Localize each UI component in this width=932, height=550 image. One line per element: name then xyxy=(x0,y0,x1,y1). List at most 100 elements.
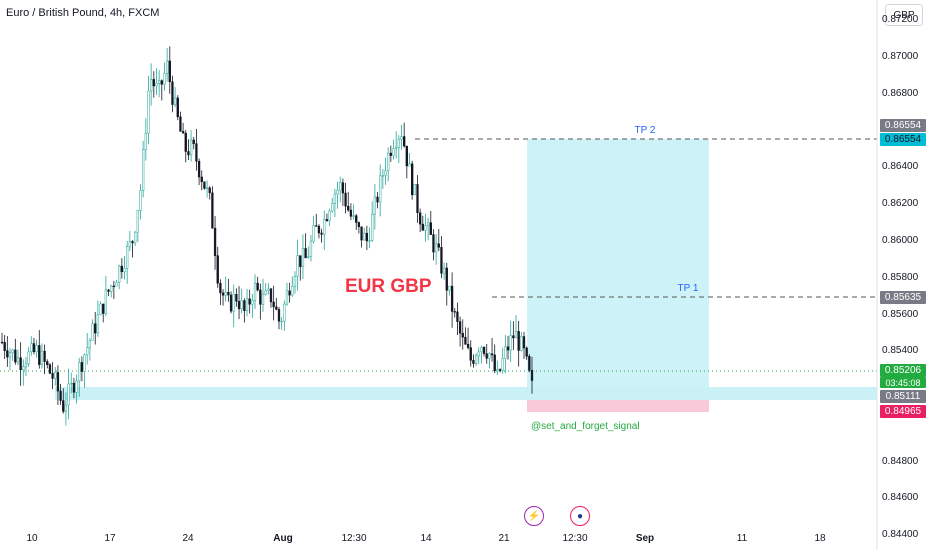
time-tick-label: 24 xyxy=(182,533,194,544)
candle-body xyxy=(78,362,81,382)
candle-body xyxy=(336,189,339,195)
candle-body xyxy=(301,248,305,267)
candle-body xyxy=(181,131,185,134)
candle-body xyxy=(32,343,36,353)
candle-body xyxy=(11,349,14,353)
candle-body xyxy=(213,227,217,256)
candle-body xyxy=(517,331,520,351)
price-tick-label: 0.84400 xyxy=(882,529,919,541)
candle-body xyxy=(341,182,345,194)
candle-body xyxy=(317,225,321,234)
time-tick-label: Aug xyxy=(273,533,293,544)
candle-body xyxy=(35,345,38,353)
candle-body xyxy=(157,80,161,84)
candle-body xyxy=(261,293,265,305)
candle-body xyxy=(522,336,526,349)
candle-body xyxy=(373,196,377,215)
candle-body xyxy=(365,232,369,242)
candle-body xyxy=(514,331,518,339)
candle-body xyxy=(88,339,92,348)
candle-body xyxy=(139,190,142,211)
candle-body xyxy=(379,175,382,203)
candle-body xyxy=(75,380,78,393)
candle-body xyxy=(466,343,470,348)
candle-body xyxy=(528,356,531,371)
calendar-event-icon[interactable]: ● xyxy=(570,506,590,526)
candle-body xyxy=(429,222,432,235)
candle-body xyxy=(355,215,358,223)
stop-price-tag: 0.84965 xyxy=(880,405,926,418)
candle-body xyxy=(219,282,222,294)
candle-body xyxy=(320,232,323,235)
candle-body xyxy=(179,116,182,132)
candle-body xyxy=(530,369,534,381)
candle-body xyxy=(482,347,486,354)
candle-body xyxy=(339,182,342,191)
time-tick-label: 18 xyxy=(814,533,826,544)
candle-body xyxy=(299,255,302,267)
candle-body xyxy=(403,136,406,147)
candle-body xyxy=(229,294,233,312)
candle-body xyxy=(131,241,134,244)
candle-body xyxy=(333,193,337,204)
candle-body xyxy=(474,355,478,364)
currency-button[interactable]: GBP xyxy=(885,4,923,26)
candle-body xyxy=(323,219,326,235)
candle-body xyxy=(400,136,403,140)
candle-body xyxy=(283,303,286,322)
price-tick-label: 0.86000 xyxy=(882,234,919,246)
tp1-label: TP 1 xyxy=(677,283,699,294)
time-tick-label: 12:30 xyxy=(341,533,367,544)
watermark-handle: @set_and_forget_signal xyxy=(531,421,640,432)
candle-body xyxy=(149,79,153,92)
price-tick-label: 0.85400 xyxy=(882,345,919,357)
candle-body xyxy=(285,290,289,305)
candle-body xyxy=(331,203,334,212)
candle-body xyxy=(232,294,235,312)
candle-body xyxy=(363,232,366,241)
price-tick-label: 0.85600 xyxy=(882,308,919,320)
candle-body xyxy=(504,346,507,359)
candle-body xyxy=(102,303,105,314)
candle-body xyxy=(24,363,28,368)
candle-body xyxy=(40,350,44,365)
candle-body xyxy=(192,139,195,144)
candle-body xyxy=(267,288,270,291)
candle-body xyxy=(48,364,52,374)
candle-body xyxy=(296,255,299,277)
candle-body xyxy=(168,60,171,83)
candles-group xyxy=(0,46,534,426)
candle-body xyxy=(512,335,515,339)
candle-body xyxy=(461,332,464,338)
candle-body xyxy=(248,298,251,305)
candle-body xyxy=(477,351,480,357)
candle-body xyxy=(184,132,187,152)
candle-body xyxy=(94,323,97,334)
candle-body xyxy=(381,175,385,177)
price-tick-label: 0.87000 xyxy=(882,51,919,63)
price-tick-label: 0.86200 xyxy=(882,198,919,210)
candle-body xyxy=(176,97,179,118)
candle-body xyxy=(272,301,275,308)
candle-body xyxy=(432,234,435,253)
candle-body xyxy=(195,143,198,162)
price-tick-label: 0.84600 xyxy=(882,492,919,504)
candle-body xyxy=(304,248,307,259)
candle-body xyxy=(142,149,145,191)
candle-body xyxy=(498,369,502,371)
candle-body xyxy=(187,151,190,156)
candle-body xyxy=(307,256,310,259)
candle-body xyxy=(27,351,30,365)
lightning-icon[interactable]: ⚡ xyxy=(524,506,544,526)
stop-zone xyxy=(527,400,709,412)
candle-body xyxy=(19,357,22,371)
candle-body xyxy=(442,267,446,274)
candle-body xyxy=(240,300,243,310)
candle-body xyxy=(224,291,227,296)
candle-body xyxy=(14,349,17,363)
price-tick-label: 0.86800 xyxy=(882,87,919,99)
candle-body xyxy=(352,215,355,217)
tp2-label: TP 2 xyxy=(634,125,656,136)
tp2-price-tag-grey: 0.86554 xyxy=(880,119,926,132)
